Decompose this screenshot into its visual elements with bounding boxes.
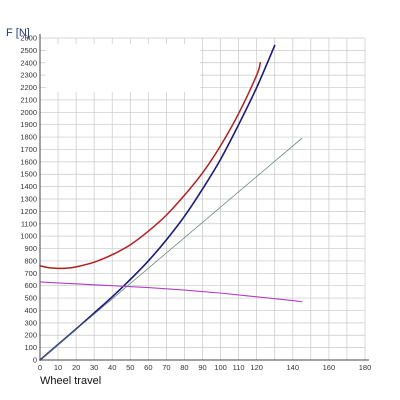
y-tick-label: 2300 — [20, 71, 37, 80]
y-tick-label: 1800 — [20, 133, 37, 142]
x-tick-label: 0 — [38, 363, 42, 372]
x-tick-label: 160 — [323, 363, 336, 372]
x-tick-label: 50 — [126, 363, 134, 372]
tick-labels: 0 10 20 30 40 50 60 70 80 90 100 110 120 140 160 180010… — [20, 34, 371, 373]
series-line-2 — [39, 62, 262, 270]
x-axis-title: Wheel travel — [40, 375, 101, 387]
x-tick-label: 100 — [214, 363, 227, 372]
x-tick-label: 10 — [54, 363, 62, 372]
x-tick-label: 90 — [198, 363, 206, 372]
y-tick-label: 2200 — [20, 83, 37, 92]
y-tick-label: 1000 — [20, 232, 37, 241]
x-tick-label: 140 — [287, 363, 300, 372]
y-tick-label: 1500 — [20, 170, 37, 179]
x-tick-label: 60 — [144, 363, 152, 372]
y-tick-label: 0 — [33, 356, 37, 365]
y-tick-label: 300 — [24, 318, 37, 327]
y-tick-label: 1300 — [20, 195, 37, 204]
y-tick-label: 200 — [24, 331, 37, 340]
y-tick-label: 1200 — [20, 207, 37, 216]
y-tick-label: 2600 — [20, 34, 37, 43]
series-line-3 — [39, 137, 303, 361]
y-axis-title: F [N] — [6, 27, 30, 39]
x-tick-label: 110 — [233, 363, 245, 372]
y-tick-label: 1600 — [20, 157, 37, 166]
legend-box — [46, 44, 200, 92]
x-tick-label: 30 — [90, 363, 98, 372]
y-tick-label: 2400 — [20, 58, 37, 67]
y-tick-label: 100 — [24, 343, 37, 352]
data-series — [39, 44, 303, 361]
series-line-4 — [39, 281, 303, 303]
x-tick-label: 80 — [180, 363, 188, 372]
y-tick-label: 700 — [24, 269, 37, 278]
y-tick-label: 900 — [24, 244, 37, 253]
y-tick-label: 800 — [24, 256, 37, 265]
y-tick-label: 2500 — [20, 46, 37, 55]
y-tick-label: 2100 — [20, 95, 37, 104]
y-tick-label: 1900 — [20, 120, 37, 129]
y-tick-label: 500 — [24, 294, 37, 303]
y-tick-label: 400 — [24, 306, 37, 315]
y-tick-label: 1700 — [20, 145, 37, 154]
y-tick-label: 600 — [24, 281, 37, 290]
x-tick-label: 20 — [72, 363, 80, 372]
x-tick-label: 180 — [359, 363, 372, 372]
y-tick-label: 2000 — [20, 108, 37, 117]
y-tick-label: 1400 — [20, 182, 37, 191]
x-tick-label: 40 — [108, 363, 116, 372]
x-tick-label: 70 — [162, 363, 170, 372]
axes — [39, 34, 369, 361]
y-tick-label: 1100 — [21, 219, 37, 228]
x-tick-label: 120 — [250, 363, 263, 372]
